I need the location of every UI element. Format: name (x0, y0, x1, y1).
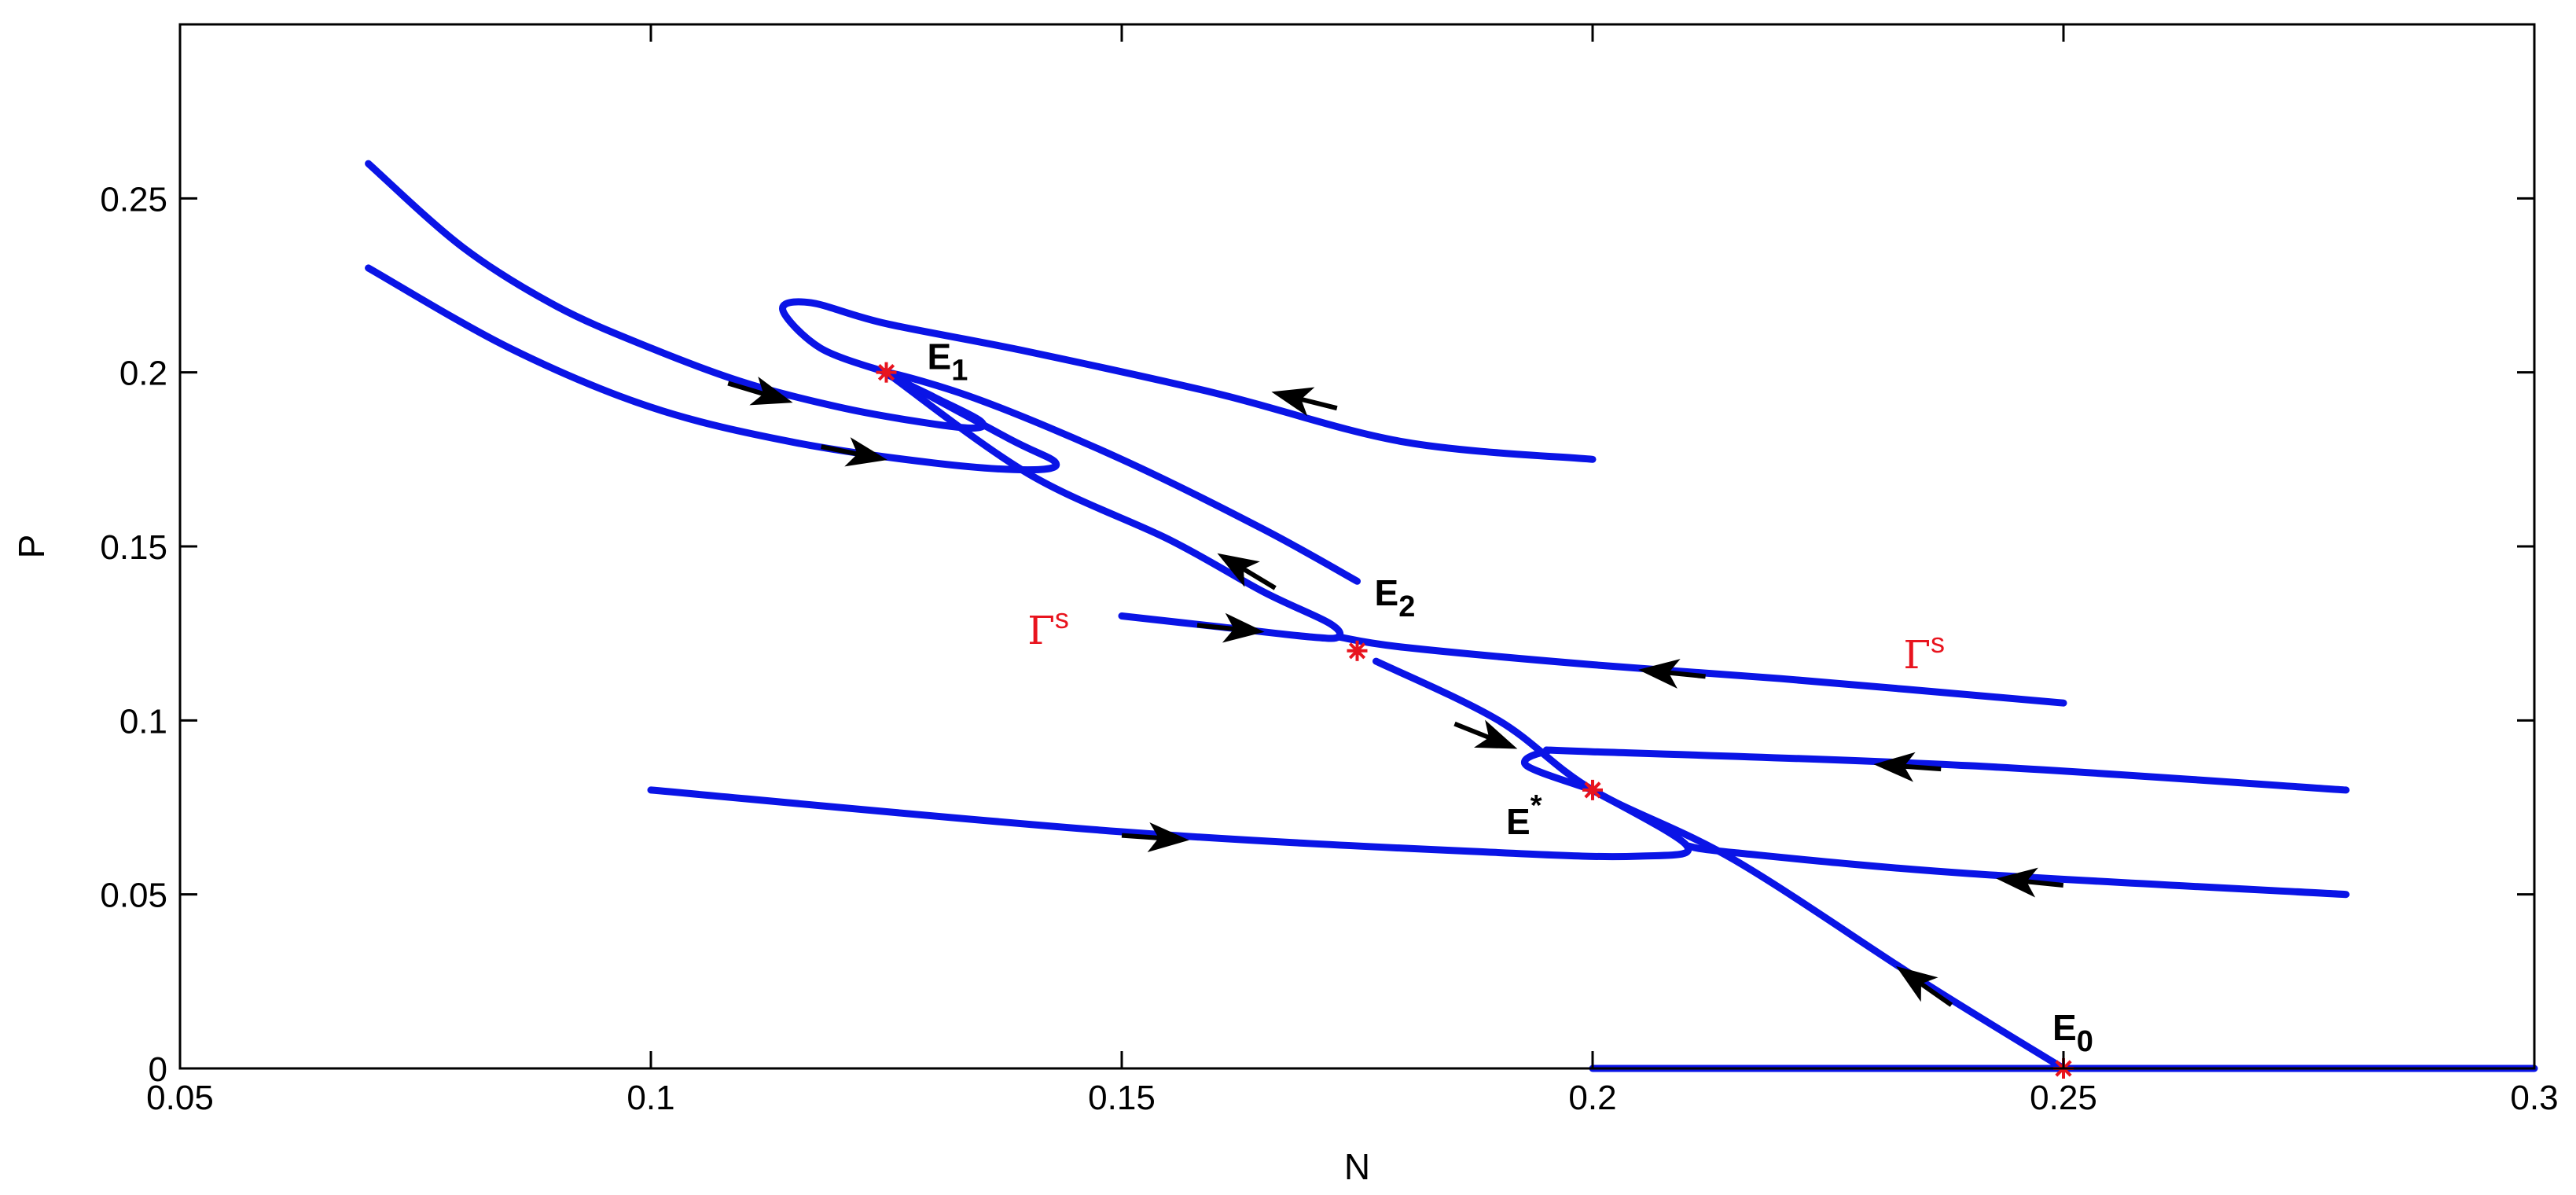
direction-arrow-head (1474, 719, 1518, 749)
direction-arrow (1271, 387, 1338, 417)
direction-arrow-head (1217, 553, 1260, 587)
direction-arrow-head (844, 437, 887, 467)
direction-arrow-head (749, 377, 793, 406)
equilibrium-label: E1 (928, 336, 968, 388)
direction-arrow (821, 437, 887, 467)
direction-arrow-head (1896, 965, 1938, 1002)
trajectory-line (1335, 633, 2067, 707)
y-tick-label: 0.25 (100, 180, 167, 219)
equilibrium-marker (1347, 640, 1368, 661)
equilibrium-label-subscript: 1 (951, 355, 968, 388)
direction-arrow (1121, 822, 1189, 852)
direction-arrow-layer (727, 377, 2064, 1007)
y-tick-label: 0.1 (119, 702, 167, 741)
equilibrium-marker (876, 362, 897, 383)
trajectory-line (779, 298, 1597, 463)
trajectory-line (365, 160, 1361, 585)
gamma-s-superscript: s (1055, 602, 1069, 634)
equilibrium-marker-stroke (1348, 642, 1366, 660)
y-tick-label: 0.15 (100, 528, 167, 567)
trajectory-layer (365, 160, 2538, 1072)
direction-arrow-head (1996, 867, 2038, 898)
direction-arrow (1217, 553, 1277, 590)
equilibrium-label-subscript: 2 (1398, 590, 1415, 623)
equilibrium-label: E* (1506, 789, 1542, 842)
equilibrium-label: E2 (1375, 572, 1416, 623)
direction-arrow-head (1271, 387, 1315, 417)
x-tick-label: 0.1 (627, 1079, 674, 1117)
trajectory-line (1683, 842, 2350, 899)
direction-arrow (1873, 752, 1942, 782)
equilibrium-marker-stroke (1584, 781, 1601, 799)
direction-arrow-head (1147, 822, 1189, 852)
y-tick-label: 0 (149, 1050, 167, 1089)
direction-arrow-head (1638, 659, 1681, 689)
equilibrium-layer: E1 E2 E* E0 Γs Γs (876, 336, 2093, 1079)
gamma-s-superscript: s (1931, 627, 1945, 659)
equilibrium-label: E0 (2052, 1007, 2093, 1058)
x-tick-label: 0.3 (2510, 1079, 2558, 1117)
x-tick-label: 0.05 (146, 1079, 214, 1117)
gamma-s-annotation: Γs (1027, 602, 1069, 653)
direction-arrow (1196, 612, 1265, 643)
equilibrium-marker-stroke (877, 364, 895, 381)
direction-arrow (1453, 719, 1518, 749)
axes: 0.05 0.1 0.15 0.2 0.25 0.300.050.10.150.20.25 (100, 23, 2559, 1117)
x-tick-label: 0.15 (1088, 1079, 1156, 1117)
direction-arrow (727, 377, 793, 406)
direction-arrow (1638, 659, 1706, 689)
plot-frame (178, 23, 2536, 1070)
direction-arrow (1996, 867, 2064, 898)
x-axis-label: N (1344, 1146, 1370, 1187)
equilibrium-marker (1582, 779, 1603, 800)
x-tick-label: 0.25 (2030, 1079, 2097, 1117)
trajectory-line (1521, 746, 2350, 794)
direction-arrow (1896, 965, 1953, 1007)
equilibrium-label-superscript: * (1531, 789, 1542, 822)
direction-arrow-head (1873, 752, 1916, 782)
direction-arrow-head (1222, 612, 1265, 643)
x-tick-label: 0.2 (1568, 1079, 1616, 1117)
y-tick-label: 0.2 (119, 355, 167, 393)
equilibrium-label-subscript: 0 (2077, 1025, 2093, 1058)
y-tick-label: 0.05 (100, 877, 167, 915)
gamma-s-annotation: Γs (1903, 627, 1945, 678)
trajectory-line (1373, 657, 2067, 1072)
y-axis-label: P (11, 535, 52, 559)
